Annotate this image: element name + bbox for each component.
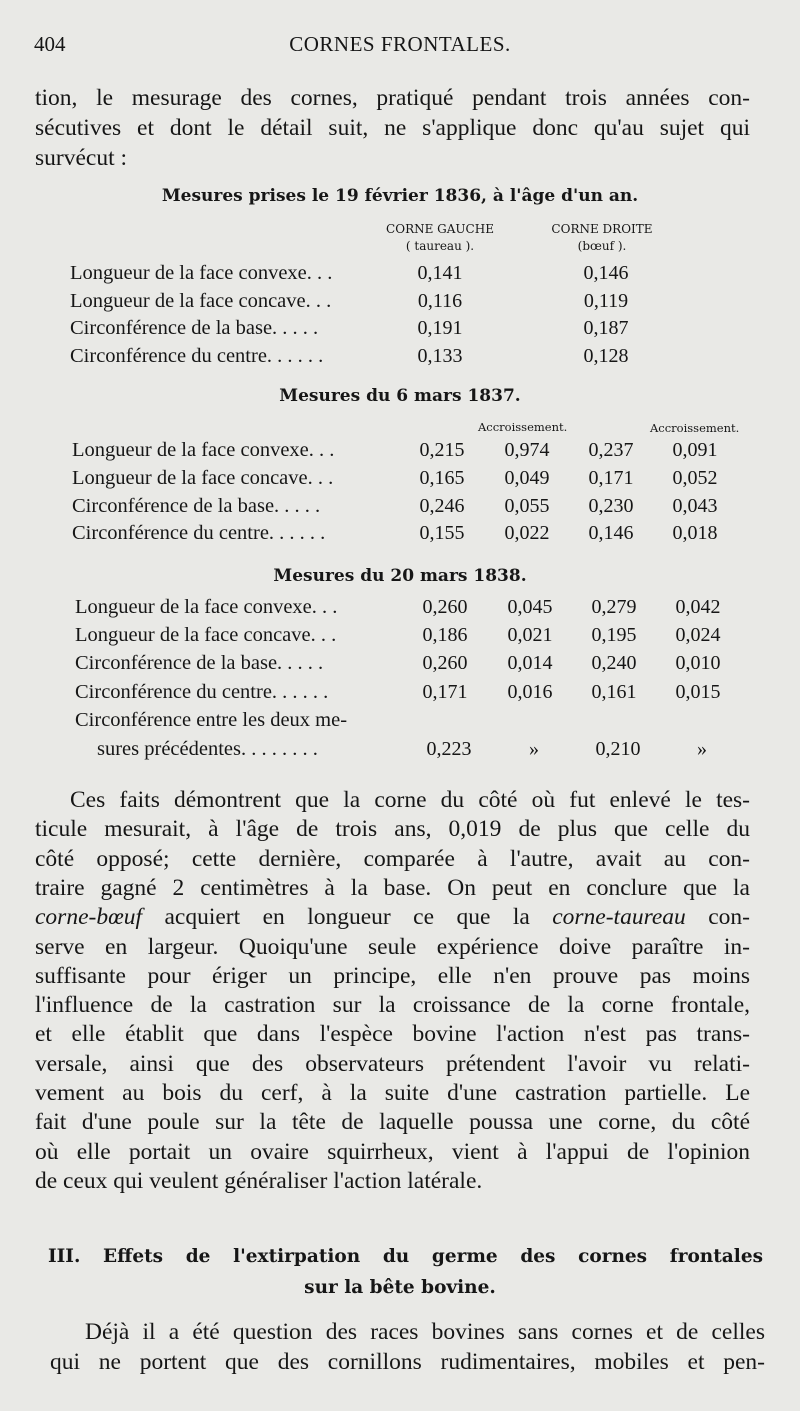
cell-value: 0,133 [417,345,463,367]
section-heading: sur la bête bovine. [304,1277,496,1298]
cell-value: 0,260 [422,596,468,618]
body-line: fait d'une poule sur la tête de laquelle… [35,1109,750,1136]
row-label: Longueur de la face concave. . . [72,467,334,489]
cell-value: 0,128 [583,345,629,367]
cell-value: 0,146 [583,262,629,284]
body-line: de ceux qui veulent généraliser l'action… [35,1167,483,1194]
cell-value: 0,055 [504,495,550,517]
body-line: ticule mesurait, à l'âge de trois ans, 0… [35,816,750,843]
cell-value: » [697,738,707,760]
cell-value: 0,119 [583,290,629,312]
cell-value: 0,161 [591,681,637,703]
cell-value: 0,210 [595,738,641,760]
column-header: CORNE GAUCHE [386,222,494,236]
body-line: qui ne portent que des cornillons rudime… [50,1349,765,1375]
row-label: Longueur de la face convexe. . . [75,596,338,618]
cell-value: 0,171 [588,467,634,489]
cell-value: 0,279 [591,596,637,618]
table-title: Mesures du 20 mars 1838. [273,566,527,586]
cell-value: 0,024 [675,624,721,646]
text-span: acquiert en longueur ce que la [142,904,553,931]
row-label: Circonférence de la base. . . . . [72,495,321,517]
cell-value: 0,974 [504,439,550,461]
row-label: sures précédentes. . . . . . . . [97,738,318,760]
body-line: Ces faits démontrent que la corne du côt… [70,787,750,813]
cell-value: 0,043 [672,495,718,517]
section-heading: III. Effets de l'extirpation du germe de… [48,1246,763,1267]
text-span: con- [685,904,750,931]
body-line: serve en largeur. Quoiqu'une seule expér… [35,933,750,960]
cell-value: 0,045 [507,596,553,618]
cell-value: 0,014 [507,652,553,674]
body-line: Déjà il a été question des races bovines… [85,1319,765,1345]
table-title: Mesures du 6 mars 1837. [279,386,521,406]
cell-value: 0,191 [417,317,463,339]
page-number: 404 [34,32,66,56]
cell-value: 0,260 [422,652,468,674]
cell-value: 0,155 [419,522,465,544]
cell-value: 0,246 [419,495,465,517]
cell-value: 0,018 [672,522,718,544]
cell-value: 0,240 [591,652,637,674]
cell-value: 0,016 [507,681,553,703]
column-header: Accroissement. [650,421,740,435]
cell-value: 0,091 [672,439,718,461]
row-label: Longueur de la face concave. . . [75,624,337,646]
cell-value: 0,021 [507,624,553,646]
cell-value: 0,187 [583,317,629,339]
running-title: CORNES FRONTALES. [289,32,511,56]
cell-value: 0,223 [426,738,472,760]
cell-value: 0,237 [588,439,634,461]
row-label: Circonférence de la base. . . . . [75,652,324,674]
row-label: Circonférence entre les deux me- [75,709,348,731]
cell-value: 0,186 [422,624,468,646]
row-label: Circonférence du centre. . . . . . [70,345,324,367]
cell-value: 0,215 [419,439,465,461]
body-line: vement au bois du cerf, à la suite d'une… [35,1080,750,1106]
cell-value: 0,052 [672,467,718,489]
column-header: CORNE DROITE [551,222,653,236]
column-header: Accroissement. [478,420,568,434]
body-line-italic: corne-bœuf acquiert en longueur ce que l… [35,903,750,931]
row-label: Longueur de la face convexe. . . [72,439,335,461]
cell-value: » [529,738,539,760]
row-label: Circonférence du centre. . . . . . [75,681,329,703]
row-label: Circonférence du centre. . . . . . [72,522,326,544]
cell-value: 0,116 [417,290,463,312]
body-line: où elle portait un ovaire squirrheux, vi… [35,1138,750,1165]
cell-value: 0,042 [675,596,721,618]
cell-value: 0,171 [422,681,468,703]
body-line: suffisante pour ériger un principe, elle… [35,962,750,989]
column-header: ( taureau ). [405,239,475,253]
row-label: Longueur de la face convexe. . . [70,262,333,284]
cell-value: 0,141 [417,262,463,284]
cell-value: 0,049 [504,467,550,489]
body-line: traire gagné 2 centimètres à la base. On… [35,874,750,901]
cell-value: 0,010 [675,652,721,674]
cell-value: 0,022 [504,522,550,544]
table-title: Mesures prises le 19 février 1836, à l'â… [161,186,639,206]
cell-value: 0,015 [675,681,721,703]
italic-term: corne-bœuf [35,904,143,931]
body-line: sécutives et dont le détail suit, ne s'a… [35,115,750,141]
cell-value: 0,195 [591,624,637,646]
body-line: côté opposé; cette dernière, comparée à … [35,845,750,872]
row-label: Circonférence de la base. . . . . [70,317,319,339]
body-line: versale, ainsi que des observateurs prét… [35,1050,750,1077]
row-label: Longueur de la face concave. . . [70,290,332,312]
cell-value: 0,230 [588,495,634,517]
body-line: survécut : [35,145,128,171]
cell-value: 0,165 [419,467,465,489]
italic-term: corne-taureau [552,904,686,931]
cell-value: 0,146 [588,522,634,544]
column-header: (bœuf ). [577,239,627,253]
body-line: et elle établit que dans l'espèce bovine… [35,1021,750,1048]
body-line: l'influence de la castration sur la croi… [35,992,750,1019]
body-line: tion, le mesurage des cornes, pratiqué p… [35,85,750,111]
